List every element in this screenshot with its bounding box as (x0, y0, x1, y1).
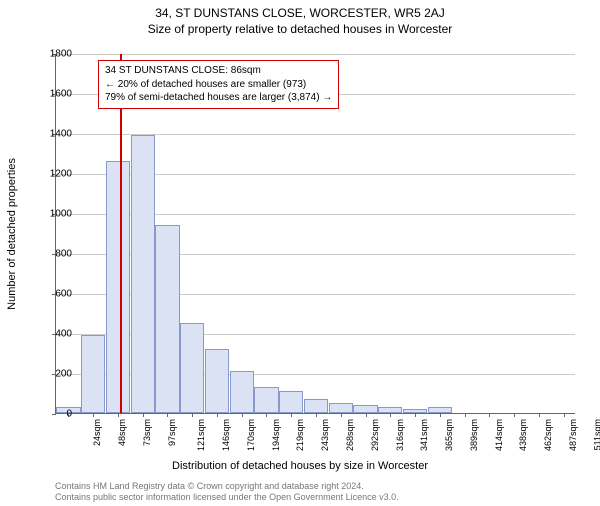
x-tick-mark (514, 413, 515, 417)
x-tick-mark (316, 413, 317, 417)
x-tick-mark (564, 413, 565, 417)
histogram-bar (155, 225, 179, 413)
attribution-line1: Contains HM Land Registry data © Crown c… (55, 481, 399, 493)
x-tick-mark (390, 413, 391, 417)
x-tick-mark (366, 413, 367, 417)
x-tick-mark (192, 413, 193, 417)
callout-box: 34 ST DUNSTANS CLOSE: 86sqm ← 20% of det… (98, 60, 339, 109)
plot-area: 24sqm48sqm73sqm97sqm121sqm146sqm170sqm19… (55, 54, 575, 414)
histogram-bar (205, 349, 229, 413)
x-tick-label: 219sqm (296, 419, 306, 451)
attribution: Contains HM Land Registry data © Crown c… (55, 481, 399, 504)
x-tick-mark (143, 413, 144, 417)
x-tick-mark (167, 413, 168, 417)
x-tick-mark (341, 413, 342, 417)
x-tick-label: 487sqm (568, 419, 578, 451)
y-tick-label: 400 (32, 329, 72, 340)
x-tick-label: 170sqm (246, 419, 256, 451)
x-tick-label: 268sqm (345, 419, 355, 451)
x-tick-label: 73sqm (142, 419, 152, 446)
callout-line2: ← 20% of detached houses are smaller (97… (105, 78, 332, 92)
y-tick-label: 1800 (32, 49, 72, 60)
histogram-bar (180, 323, 204, 413)
y-tick-label: 1200 (32, 169, 72, 180)
y-tick-label: 1400 (32, 129, 72, 140)
x-tick-mark (415, 413, 416, 417)
histogram-bar (304, 399, 328, 413)
y-tick-label: 200 (32, 369, 72, 380)
x-tick-label: 146sqm (221, 419, 231, 451)
x-tick-label: 24sqm (92, 419, 102, 446)
x-tick-label: 511sqm (592, 419, 600, 450)
histogram-bar (279, 391, 303, 413)
x-tick-label: 365sqm (444, 419, 454, 451)
histogram-bar (254, 387, 278, 413)
x-tick-label: 97sqm (167, 419, 177, 446)
grid-line (56, 54, 575, 55)
x-tick-label: 121sqm (196, 419, 206, 451)
x-tick-label: 438sqm (518, 419, 528, 451)
y-tick-label: 800 (32, 249, 72, 260)
chart-subtitle: Size of property relative to detached ho… (0, 22, 600, 36)
histogram-bar (353, 405, 377, 413)
x-tick-mark (217, 413, 218, 417)
x-tick-label: 341sqm (419, 419, 429, 451)
x-tick-label: 194sqm (271, 419, 281, 451)
y-tick-label: 1000 (32, 209, 72, 220)
callout-line1: 34 ST DUNSTANS CLOSE: 86sqm (105, 64, 332, 78)
y-tick-label: 1600 (32, 89, 72, 100)
histogram-bar (106, 161, 130, 413)
x-tick-label: 48sqm (117, 419, 127, 446)
x-tick-label: 414sqm (494, 419, 504, 451)
x-tick-mark (118, 413, 119, 417)
x-tick-label: 243sqm (320, 419, 330, 451)
histogram-bar (230, 371, 254, 413)
y-tick-label: 0 (32, 409, 72, 420)
x-tick-mark (266, 413, 267, 417)
histogram-bar (329, 403, 353, 413)
histogram-bar (81, 335, 105, 413)
x-tick-mark (242, 413, 243, 417)
x-tick-mark (489, 413, 490, 417)
x-tick-mark (291, 413, 292, 417)
x-axis-label: Distribution of detached houses by size … (0, 460, 600, 472)
x-tick-mark (440, 413, 441, 417)
callout-line3: 79% of semi-detached houses are larger (… (105, 91, 332, 105)
x-tick-label: 462sqm (543, 419, 553, 451)
x-tick-label: 316sqm (395, 419, 405, 451)
x-tick-label: 292sqm (370, 419, 380, 451)
y-tick-label: 600 (32, 289, 72, 300)
x-tick-mark (93, 413, 94, 417)
x-tick-mark (465, 413, 466, 417)
x-tick-label: 389sqm (469, 419, 479, 451)
y-axis-label: Number of detached properties (6, 158, 18, 310)
chart-title: 34, ST DUNSTANS CLOSE, WORCESTER, WR5 2A… (0, 6, 600, 20)
histogram-bar (131, 135, 155, 413)
attribution-line2: Contains public sector information licen… (55, 492, 399, 504)
x-tick-mark (539, 413, 540, 417)
chart-container: 34, ST DUNSTANS CLOSE, WORCESTER, WR5 2A… (0, 6, 600, 506)
